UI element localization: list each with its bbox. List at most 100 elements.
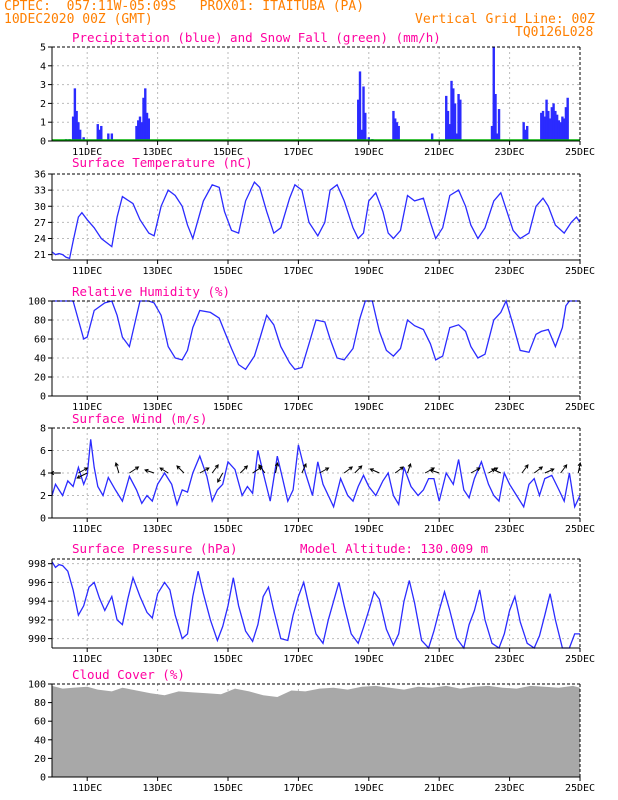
y-tick-label: 36 — [34, 170, 46, 181]
wind-arrow-head — [205, 467, 210, 472]
wind-arrow-head — [114, 462, 119, 467]
y-tick-label: 60 — [34, 717, 46, 728]
wind-arrow — [370, 468, 380, 474]
x-tick-label: 25DEC — [565, 524, 595, 535]
precip-bar — [71, 116, 75, 141]
wind-arrow-head — [429, 468, 434, 473]
precip-bar — [524, 129, 527, 141]
x-tick-label: 21DEC — [424, 266, 454, 277]
wind-arrow-head — [550, 468, 555, 473]
wind-arrow — [78, 467, 88, 474]
x-tick-label: 25DEC — [565, 266, 595, 277]
precip-bar — [362, 86, 365, 141]
header-code: TQ0126L028 — [515, 25, 594, 40]
precip-bar — [564, 107, 568, 141]
wind-arrow-head — [524, 464, 529, 469]
x-tick-label: 21DEC — [424, 654, 454, 665]
y-tick-label: 80 — [34, 698, 46, 709]
y-tick-label: 27 — [34, 218, 46, 229]
wind-arrow-head — [214, 464, 219, 469]
precip-bar — [144, 88, 147, 141]
cloud-cover-area — [52, 685, 580, 777]
precip-bar — [522, 122, 525, 141]
wind-arrow — [301, 463, 307, 474]
precip-bar — [550, 107, 554, 141]
wind-arrow-head — [159, 467, 164, 472]
panel-title: Cloud Cover (%) — [72, 667, 185, 682]
panel-title: Precipitation (blue) and Snow Fall (gree… — [72, 30, 441, 45]
y-tick-label: 996 — [28, 578, 46, 589]
wind-arrow — [343, 466, 353, 474]
wind-arrow-head — [243, 465, 249, 470]
y-tick-label: 20 — [34, 754, 46, 765]
precip-bar — [357, 99, 360, 141]
y-tick-label: 0 — [40, 773, 46, 784]
wind-arrow-head — [144, 468, 149, 473]
wind-arrow — [199, 467, 210, 474]
wind-arrow — [217, 472, 224, 483]
wind-arrow-head — [563, 464, 568, 469]
wind-arrow — [176, 465, 185, 474]
precip-bar — [107, 133, 110, 141]
panel-1: Surface Temperature (nC) 21 24 27 30 33 36 11DE… — [34, 155, 595, 277]
y-tick-label: 3 — [40, 80, 46, 91]
y-tick-label: 100 — [28, 297, 46, 308]
x-tick-label: 11DEC — [72, 402, 102, 413]
y-tick-label: 1 — [40, 118, 46, 129]
x-tick-label: 11DEC — [72, 783, 102, 794]
x-tick-label: 21DEC — [424, 402, 454, 413]
precip-bar — [78, 129, 82, 141]
precip-bar — [137, 120, 140, 141]
precip-bar — [96, 124, 99, 141]
x-tick-label: 21DEC — [424, 147, 454, 158]
precip-bar — [73, 88, 77, 141]
precip-bar — [135, 125, 138, 141]
wind-arrow-head — [217, 478, 221, 483]
x-tick-label: 17DEC — [283, 783, 313, 794]
precip-bar — [358, 71, 362, 141]
x-tick-label: 23DEC — [495, 147, 525, 158]
precip-bar — [540, 112, 543, 141]
precip-bar — [397, 125, 400, 141]
precip-bar — [548, 118, 552, 141]
precip-bar — [497, 109, 501, 141]
precip-bar — [492, 47, 495, 141]
precip-bar — [110, 133, 114, 141]
series-line — [51, 180, 581, 260]
y-tick-label: 2 — [40, 491, 46, 502]
wind-arrow-head — [76, 474, 81, 479]
y-tick-label: 0 — [40, 392, 46, 403]
wind-arrow-head — [399, 466, 405, 471]
x-tick-label: 25DEC — [565, 783, 595, 794]
wind-arrow — [115, 462, 120, 474]
precip-bar — [552, 103, 555, 141]
y-tick-label: 33 — [34, 186, 46, 197]
x-tick-label: 13DEC — [143, 524, 173, 535]
wind-arrow — [544, 468, 555, 474]
x-tick-label: 13DEC — [143, 783, 173, 794]
y-tick-label: 40 — [34, 735, 46, 746]
wind-arrow — [491, 468, 502, 474]
x-tick-label: 21DEC — [424, 783, 454, 794]
precip-bar — [446, 110, 450, 141]
x-tick-label: 25DEC — [565, 654, 595, 665]
wind-arrow-head — [490, 468, 496, 473]
precip-bar — [557, 120, 561, 141]
y-tick-label: 80 — [34, 316, 46, 327]
wind-arrow — [470, 467, 481, 474]
x-tick-label: 21DEC — [424, 524, 454, 535]
panel-title: Surface Wind (m/s) — [72, 411, 207, 426]
precip-bar — [547, 110, 550, 141]
precip-bar — [541, 110, 545, 141]
precip-bar — [554, 110, 557, 141]
x-tick-label: 13DEC — [143, 147, 173, 158]
precip-bar — [395, 122, 399, 141]
panel-4: Surface Pressure (hPa) Model Altitude: 13… — [28, 541, 595, 665]
panel-title: Relative Humidity (%) — [72, 284, 230, 299]
x-tick-label: 23DEC — [495, 783, 525, 794]
x-tick-label: 15DEC — [213, 654, 243, 665]
x-tick-label: 17DEC — [283, 402, 313, 413]
y-tick-label: 40 — [34, 354, 46, 365]
precip-bar — [75, 110, 78, 141]
series-line — [52, 299, 580, 371]
